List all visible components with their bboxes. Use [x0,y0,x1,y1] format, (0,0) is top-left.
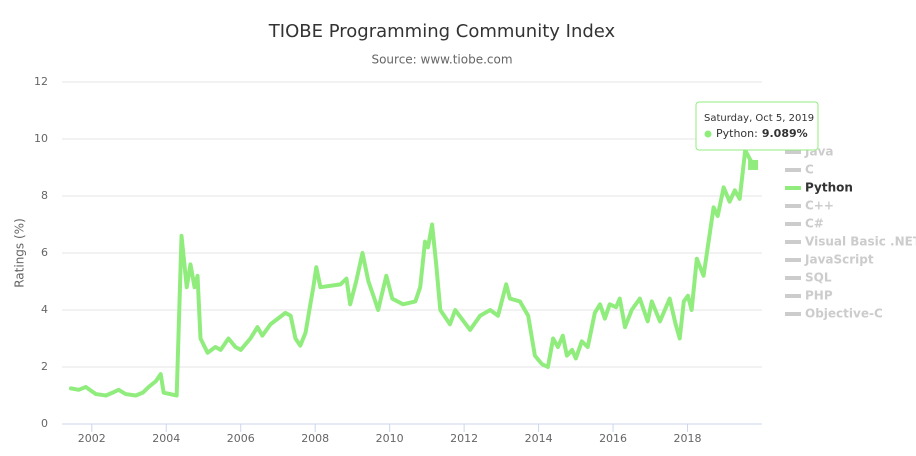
y-axis-label: Ratings (%) [13,218,27,288]
tooltip-box [695,101,819,151]
tooltip-series: Python: [716,127,758,140]
tooltip-marker [748,159,759,170]
legend-label: Objective-C [805,307,883,321]
legend-label: C# [805,217,824,231]
legend-label: Visual Basic .NET [805,235,916,249]
legend-label: JavaScript [804,253,874,267]
tooltip-value: 9.089% [762,127,808,140]
y-tick-label: 2 [41,360,48,373]
chart-title: TIOBE Programming Community Index [268,21,616,42]
tooltip: Saturday, Oct 5, 2019 Python: 9.089% [695,101,819,151]
legend-label: C++ [805,199,834,213]
x-tick-label: 2010 [376,432,404,445]
tooltip-date: Saturday, Oct 5, 2019 [704,113,814,124]
tooltip-dot [704,130,712,138]
x-tick-label: 2016 [599,432,627,445]
legend-label: Python [805,181,853,195]
x-tick-label: 2012 [450,432,478,445]
x-tick-label: 2004 [152,432,180,445]
x-tick-label: 2018 [674,432,702,445]
tooltip-text: Python: 9.089% [716,127,808,140]
x-tick-label: 2002 [78,432,106,445]
chart-subtitle: Source: www.tiobe.com [371,53,512,67]
y-tick-label: 12 [34,75,48,88]
x-tick-label: 2006 [227,432,255,445]
y-tick-label: 10 [34,132,48,145]
y-tick-label: 4 [41,303,48,316]
series-line [68,148,756,398]
legend-label: C [805,163,814,177]
x-tick-label: 2014 [525,432,553,445]
x-tick-label: 2008 [301,432,329,445]
legend-label: SQL [805,271,832,285]
y-tick-label: 6 [41,246,48,259]
y-tick-label: 0 [41,417,48,430]
y-tick-label: 8 [41,189,48,202]
legend-label: PHP [805,289,833,303]
